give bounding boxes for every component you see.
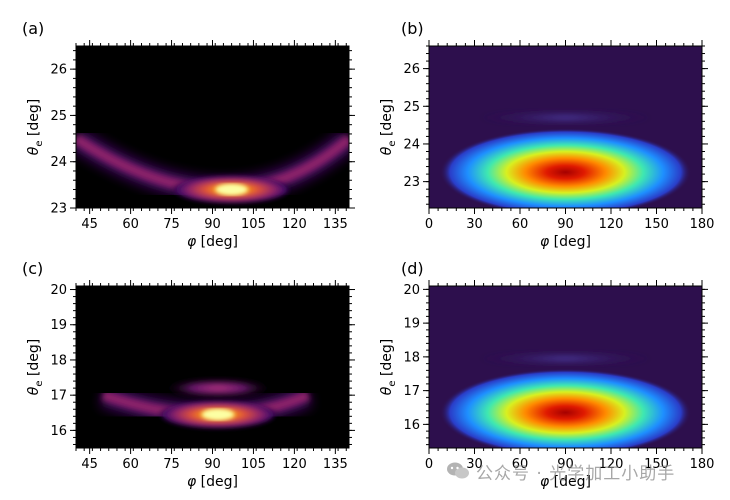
x-tick-label: 30: [466, 217, 483, 232]
watermark-text: 公众号 · 光学加工小助手: [476, 463, 676, 484]
y-tick-label: 17: [403, 384, 420, 399]
heatmap-image: [429, 286, 702, 448]
x-tick-label: 0: [425, 457, 433, 472]
y-axis-label: θe [deg]: [26, 339, 45, 396]
x-tick-label: 60: [512, 217, 529, 232]
x-tick-label: 180: [690, 217, 715, 232]
y-tick-label: 25: [50, 109, 67, 124]
y-axis-label: θe [deg]: [26, 99, 45, 156]
x-tick-label: 150: [644, 457, 669, 472]
y-axis-label: θe [deg]: [379, 339, 398, 396]
x-tick-label: 30: [466, 457, 483, 472]
x-tick-label: 120: [599, 217, 624, 232]
x-axis-label: φ [deg]: [187, 234, 238, 250]
x-tick-label: 105: [241, 217, 266, 232]
x-tick-label: 120: [599, 457, 624, 472]
y-tick-label: 23: [50, 202, 67, 217]
intensity-peak: [439, 128, 692, 208]
y-tick-label: 18: [50, 353, 67, 368]
y-tick-label: 20: [50, 283, 67, 298]
y-tick-label: 25: [403, 100, 420, 115]
y-tick-label: 26: [50, 63, 67, 78]
x-tick-label: 60: [122, 217, 139, 232]
y-axis-label: θe [deg]: [379, 99, 398, 156]
x-tick-label: 90: [557, 457, 574, 472]
x-tick-label: 120: [282, 457, 307, 472]
y-tick-label: 23: [403, 175, 420, 190]
x-axis-label: φ [deg]: [187, 474, 238, 490]
x-tick-label: 90: [204, 457, 221, 472]
x-tick-label: 0: [425, 217, 433, 232]
y-tick-label: 24: [403, 137, 420, 152]
x-tick-label: 180: [690, 457, 715, 472]
chart-panel-a: 45 60 75 90 105 120 135 23 24 25 26 φ [deg] θe [deg]…: [22, 19, 355, 250]
y-tick-label: 24: [50, 155, 67, 170]
watermark: 公众号 · 光学加工小助手: [446, 458, 675, 484]
panel-label: (a): [22, 19, 44, 38]
x-tick-label: 90: [557, 217, 574, 232]
wechat-icon: [447, 462, 469, 479]
x-tick-label: 60: [122, 457, 139, 472]
x-tick-label: 135: [323, 217, 348, 232]
x-tick-label: 120: [282, 217, 307, 232]
intensity-peak: [439, 368, 692, 448]
weak-band: [478, 351, 653, 366]
y-tick-label: 19: [403, 317, 420, 332]
heatmap-image: [76, 46, 349, 208]
intensity-peak-core: [215, 183, 248, 196]
chart-panel-b: 0 30 60 90 120 150 180 23 24 25 26 φ [deg] θe [deg] (…: [379, 19, 714, 250]
weak-band: [163, 378, 273, 398]
y-tick-label: 20: [403, 283, 420, 298]
x-tick-label: 75: [163, 457, 180, 472]
x-tick-label: 150: [644, 217, 669, 232]
x-axis-label: φ [deg]: [540, 474, 591, 490]
x-tick-label: 135: [323, 457, 348, 472]
x-tick-label: 45: [81, 217, 98, 232]
heatmap-image: [76, 286, 349, 448]
x-tick-label: 105: [241, 457, 266, 472]
x-tick-label: 90: [204, 217, 221, 232]
chart-panel-d: 0 30 60 90 120 150 180 16 17 18 19 20 φ [deg] θe [deg…: [379, 259, 714, 490]
weak-band: [478, 110, 653, 125]
y-tick-label: 26: [403, 62, 420, 77]
intensity-peak-core: [201, 408, 235, 421]
y-tick-label: 16: [50, 424, 67, 439]
y-tick-label: 18: [403, 350, 420, 365]
panel-label: (c): [22, 259, 43, 278]
y-tick-label: 19: [50, 318, 67, 333]
x-tick-label: 45: [81, 457, 98, 472]
x-tick-label: 75: [163, 217, 180, 232]
panel-label: (b): [401, 19, 424, 38]
chart-panel-c: 45 60 75 90 105 120 135 16 17 18 19 20 φ [deg] θe [de…: [22, 259, 355, 490]
x-tick-label: 60: [512, 457, 529, 472]
y-tick-label: 17: [50, 389, 67, 404]
x-axis-label: φ [deg]: [540, 234, 591, 250]
y-tick-label: 16: [403, 418, 420, 433]
heatmap-image: [429, 46, 702, 208]
panel-label: (d): [401, 259, 424, 278]
